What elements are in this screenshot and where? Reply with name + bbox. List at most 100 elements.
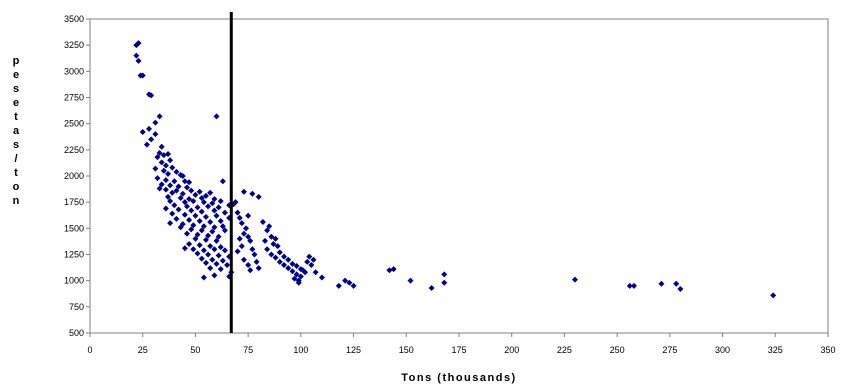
- data-point: [177, 224, 184, 231]
- data-point: [251, 251, 258, 258]
- data-point: [152, 119, 159, 126]
- x-tick-label: 350: [820, 345, 835, 355]
- data-point: [280, 253, 287, 260]
- y-axis-title-char: a: [13, 125, 20, 137]
- y-tick-label: 750: [69, 302, 84, 312]
- data-point: [200, 247, 207, 254]
- data-point: [386, 267, 393, 274]
- data-point: [276, 249, 283, 256]
- data-point: [217, 218, 224, 225]
- data-point: [217, 244, 224, 251]
- data-point: [219, 257, 226, 264]
- data-point: [190, 246, 197, 253]
- data-point: [289, 260, 296, 267]
- data-point: [243, 225, 250, 232]
- data-point: [181, 245, 188, 252]
- y-tick-label: 2750: [64, 93, 84, 103]
- x-tick-label: 0: [87, 345, 92, 355]
- data-point: [213, 113, 220, 120]
- data-point: [162, 186, 169, 193]
- data-point: [202, 213, 209, 220]
- y-tick-label: 3000: [64, 66, 84, 76]
- data-point: [280, 261, 287, 268]
- data-point: [165, 170, 172, 177]
- data-point: [200, 199, 207, 206]
- data-point: [407, 277, 414, 284]
- data-point: [198, 194, 205, 201]
- data-point: [146, 125, 153, 132]
- data-point: [205, 203, 212, 210]
- data-point: [207, 219, 214, 226]
- data-point: [196, 188, 203, 195]
- plot-area-frame: [89, 18, 829, 334]
- data-point: [209, 256, 216, 263]
- data-point: [194, 250, 201, 257]
- data-point: [177, 194, 184, 201]
- data-point: [441, 279, 448, 286]
- data-point: [245, 212, 252, 219]
- data-point: [198, 208, 205, 215]
- x-tick-label: 250: [610, 345, 625, 355]
- data-point: [219, 178, 226, 185]
- data-point: [245, 261, 252, 268]
- y-axis-title-char: p: [13, 55, 20, 67]
- data-point: [186, 241, 193, 248]
- data-point: [236, 214, 243, 221]
- data-point: [272, 254, 279, 261]
- data-point: [192, 191, 199, 198]
- data-point: [213, 212, 220, 219]
- data-point: [194, 204, 201, 211]
- data-point: [143, 141, 150, 148]
- data-point: [162, 177, 169, 184]
- data-point: [139, 129, 146, 136]
- data-point: [217, 266, 224, 273]
- data-point: [264, 227, 271, 234]
- data-point: [160, 167, 167, 174]
- data-point: [162, 162, 169, 169]
- data-point: [247, 267, 254, 274]
- data-point: [165, 193, 172, 200]
- data-point: [293, 271, 300, 278]
- data-point: [179, 190, 186, 197]
- data-point: [213, 260, 220, 267]
- data-point: [211, 207, 218, 214]
- data-point: [262, 237, 269, 244]
- data-point: [207, 243, 214, 250]
- data-point: [158, 181, 165, 188]
- y-tick-label: 2000: [64, 171, 84, 181]
- data-point: [289, 268, 296, 275]
- data-point: [169, 189, 176, 196]
- data-point: [238, 243, 245, 250]
- y-axis-title-char: e: [13, 69, 19, 81]
- data-point: [626, 282, 633, 289]
- data-point: [272, 235, 279, 242]
- data-point: [183, 203, 190, 210]
- data-point: [202, 236, 209, 243]
- data-point: [181, 211, 188, 218]
- data-point: [215, 252, 222, 259]
- data-point: [183, 230, 190, 237]
- x-tick-label: 275: [662, 345, 677, 355]
- data-point: [240, 188, 247, 195]
- x-tick-label: 150: [399, 345, 414, 355]
- data-point: [268, 233, 275, 240]
- data-point: [285, 256, 292, 263]
- data-point: [240, 230, 247, 237]
- data-point: [274, 243, 281, 250]
- data-point: [245, 233, 252, 240]
- data-point: [205, 251, 212, 258]
- x-tick-label: 225: [557, 345, 572, 355]
- data-point: [198, 255, 205, 262]
- data-point: [291, 275, 298, 282]
- y-axis-title-char: e: [13, 97, 19, 109]
- data-point: [169, 210, 176, 217]
- data-point: [276, 258, 283, 265]
- data-point: [165, 151, 172, 158]
- x-tick-label: 100: [293, 345, 308, 355]
- data-point: [196, 242, 203, 249]
- data-point: [285, 265, 292, 272]
- y-tick-label: 3500: [64, 14, 84, 24]
- y-tick-label: 1750: [64, 197, 84, 207]
